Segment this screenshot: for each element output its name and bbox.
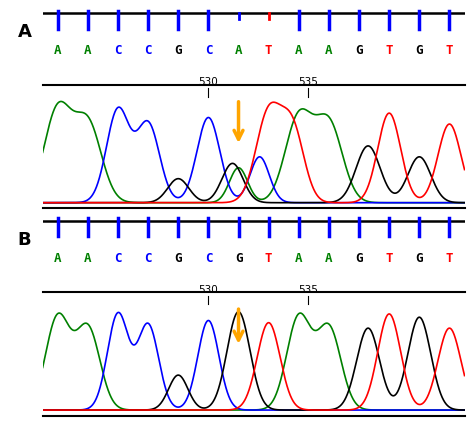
Text: G: G: [416, 45, 423, 58]
Text: A: A: [325, 45, 333, 58]
Text: A: A: [325, 252, 333, 265]
Text: A: A: [54, 45, 62, 58]
Text: G: G: [235, 252, 242, 265]
Text: C: C: [114, 45, 122, 58]
Text: A: A: [84, 45, 91, 58]
Text: T: T: [446, 252, 453, 265]
Text: 530: 530: [199, 77, 218, 87]
Text: A: A: [54, 252, 62, 265]
Text: T: T: [385, 252, 393, 265]
Text: A: A: [295, 252, 302, 265]
Text: A: A: [84, 252, 91, 265]
Text: G: G: [416, 252, 423, 265]
Text: T: T: [446, 45, 453, 58]
Text: T: T: [265, 252, 273, 265]
Text: T: T: [385, 45, 393, 58]
Text: C: C: [205, 45, 212, 58]
Text: G: G: [356, 45, 363, 58]
Text: 535: 535: [298, 77, 318, 87]
Text: A: A: [295, 45, 302, 58]
Text: A: A: [18, 23, 31, 42]
Text: B: B: [18, 231, 31, 249]
Text: T: T: [265, 45, 273, 58]
Text: C: C: [145, 45, 152, 58]
Text: G: G: [174, 45, 182, 58]
Text: C: C: [145, 252, 152, 265]
Text: 535: 535: [298, 285, 318, 295]
Text: A: A: [235, 45, 242, 58]
Text: C: C: [114, 252, 122, 265]
Text: G: G: [174, 252, 182, 265]
Text: G: G: [356, 252, 363, 265]
Text: 530: 530: [199, 285, 218, 295]
Text: C: C: [205, 252, 212, 265]
